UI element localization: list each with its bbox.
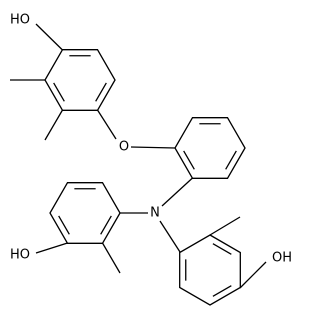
double-bond (212, 285, 232, 297)
double-bond (225, 150, 237, 170)
atom-label: O (119, 140, 129, 155)
double-bond (100, 215, 112, 235)
bond (130, 146, 176, 149)
bond (35, 23, 63, 51)
double-bond (183, 150, 195, 170)
atom-label: HO (10, 13, 30, 28)
bond (96, 109, 117, 140)
bond (159, 220, 181, 253)
ring (49, 182, 121, 244)
double-bond (53, 82, 65, 102)
atom-label: N (150, 206, 160, 221)
bond (161, 177, 193, 207)
bond (44, 109, 64, 141)
double-bond (95, 82, 107, 102)
bonds (10, 23, 267, 306)
bond (239, 261, 267, 289)
ring (179, 234, 241, 306)
ring (44, 49, 116, 111)
double-bond (58, 215, 70, 235)
ring (174, 117, 246, 179)
atom-label: HO (10, 248, 30, 263)
double-bond (212, 243, 232, 255)
bond (209, 216, 241, 236)
atom-label: OH (272, 251, 292, 266)
bond (101, 242, 121, 274)
structure-diagram: HO O N HO OH (10, 13, 292, 306)
bond (35, 242, 68, 254)
